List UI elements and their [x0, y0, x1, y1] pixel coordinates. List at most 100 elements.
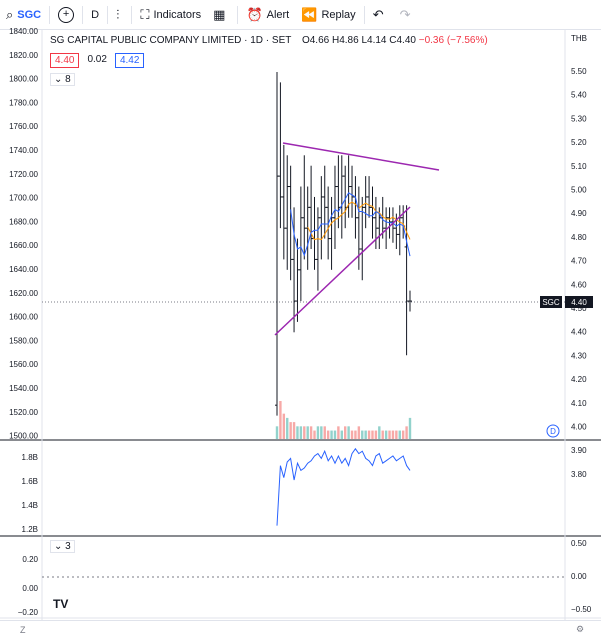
left-tick-label: 1700.00 [9, 194, 38, 203]
ohlc-bar [319, 176, 324, 260]
pane3-right-tick: 0.00 [571, 572, 587, 581]
ohlc-bar [275, 72, 279, 416]
ohlc-bar [278, 82, 283, 229]
sell-price-box[interactable]: 4.40 [50, 53, 80, 68]
left-tick-label: 1740.00 [9, 146, 38, 155]
pane3-left-tick: 0.00 [22, 584, 38, 593]
search-icon: ⌕ [6, 6, 14, 22]
indicators-button[interactable]: ⛶ Indicators [134, 0, 207, 30]
chart-legend: SG CAPITAL PUBLIC COMPANY LIMITED · 1D ·… [50, 35, 488, 46]
indicator-count: 8 [65, 74, 71, 85]
replay-label: Replay [321, 8, 356, 21]
ohlc-bar [397, 205, 402, 256]
trendline-resistance[interactable] [282, 142, 440, 171]
bars-icon: ⫶ [116, 6, 120, 22]
price-tick-label: 4.90 [571, 209, 587, 218]
badge-value-bg [565, 296, 593, 308]
tv-logo-text: TV [53, 597, 68, 611]
undo-icon: ↶ [372, 6, 384, 22]
volume-bar [378, 426, 381, 439]
replay-button[interactable]: ⏪ Replay [295, 0, 361, 30]
volume-bar [279, 401, 282, 439]
buy-price-box[interactable]: 4.42 [114, 53, 145, 68]
ohlc-bar [367, 176, 372, 218]
indicators-toggle[interactable]: ⌄ 8 [50, 73, 75, 86]
volume-bar [333, 430, 337, 439]
price-tick-label: 4.80 [571, 233, 587, 242]
price-tick-label: 4.60 [571, 280, 587, 289]
volume-bar [330, 430, 333, 439]
ohlc-bar [285, 155, 290, 270]
ohlc-bar [295, 238, 300, 322]
volume-bar [313, 430, 316, 439]
alarm-icon: ⏰ [246, 6, 263, 22]
toolbar-separator [82, 5, 84, 24]
volume-bar [391, 430, 395, 439]
price-tick-label: 5.10 [571, 162, 587, 171]
layouts-button[interactable]: ▦ [207, 0, 235, 30]
ohlc-bar [363, 176, 368, 229]
price-chart[interactable]: 1840.00 1820.00 1800.00 1780.00 1760.00 1740.… [0, 0, 601, 620]
symbol-label: SGC [17, 8, 42, 21]
ohlc-bar [350, 165, 355, 218]
volume-bar [344, 426, 347, 439]
ohlc-bar [322, 165, 327, 239]
ohlc-bar [370, 186, 375, 239]
osc-tick-label: 1.8B [22, 453, 38, 462]
undo-button[interactable]: ↶ [367, 0, 394, 30]
volume-bars [275, 401, 412, 439]
left-tick-label: 1540.00 [9, 384, 38, 393]
volume-bar [408, 417, 412, 439]
search-icon-button[interactable]: ⌕ SGC [0, 0, 47, 30]
volume-bar [316, 426, 320, 439]
pane3-left-tick: 0.20 [22, 555, 38, 564]
chart-type-button[interactable]: ⫶ [110, 0, 129, 30]
indicators-icon: ⛶ [140, 6, 150, 22]
moving-average-blue [290, 192, 411, 257]
toolbar-separator [237, 5, 239, 24]
d-marker[interactable]: D [546, 424, 560, 438]
osc-tick-label: 1.2B [22, 525, 38, 534]
grid-icon: ▦ [213, 6, 226, 22]
volume-bar [303, 426, 306, 439]
redo-button[interactable]: ↷ [394, 0, 421, 30]
oscillator-toggle[interactable]: ⌄ 3 [50, 540, 75, 553]
volume-bar [347, 426, 350, 439]
volume-bar [384, 430, 388, 439]
timezone-icon[interactable]: Z [20, 625, 26, 635]
replay-icon: ⏪ [301, 6, 318, 22]
volume-bar [388, 430, 391, 439]
osc-tick-label: 1.4B [22, 501, 38, 510]
compare-button[interactable]: + [52, 0, 80, 30]
price-tick-label: 5.40 [571, 91, 587, 100]
gear-icon[interactable]: ⚙ [576, 624, 585, 634]
high-value: H4.86 [331, 35, 359, 46]
volume-bar [326, 430, 330, 439]
badge-value: 4.40 [571, 298, 587, 307]
ohlc-bar [332, 165, 337, 249]
spread-value: 0.02 [87, 54, 107, 65]
interval-button[interactable]: D [85, 0, 105, 30]
oscillator-axis: 1.8B 1.6B 1.4B 1.2B [22, 453, 38, 534]
tradingview-logo: TV [53, 597, 68, 611]
volume-bar [354, 430, 357, 439]
ohlc-bars [275, 72, 412, 416]
alert-label: Alert [266, 8, 290, 21]
bid-ask-boxes: 4.40 0.02 4.42 [50, 53, 145, 68]
volume-bar [323, 426, 326, 439]
alert-button[interactable]: ⏰ Alert [240, 0, 295, 30]
price-tick-label: 3.90 [571, 446, 587, 455]
trendline-support[interactable] [274, 206, 411, 336]
volume-bar [401, 430, 405, 439]
plus-icon: + [58, 6, 75, 23]
volume-bar [350, 430, 354, 439]
change-value: −0.36 (−7.56%) [418, 35, 488, 46]
d-marker-circle [546, 424, 560, 438]
left-tick-label: 1800.00 [9, 75, 38, 84]
volume-bar [405, 426, 408, 439]
left-tick-label: 1640.00 [9, 265, 38, 274]
ohlc-values: O4.66 H4.86 L4.14 C4.40 −0.36 (−7.56%) [302, 35, 488, 46]
ohlc-bar [315, 207, 320, 291]
left-tick-label: 1520.00 [9, 408, 38, 417]
left-tick-label: 1660.00 [9, 241, 38, 250]
